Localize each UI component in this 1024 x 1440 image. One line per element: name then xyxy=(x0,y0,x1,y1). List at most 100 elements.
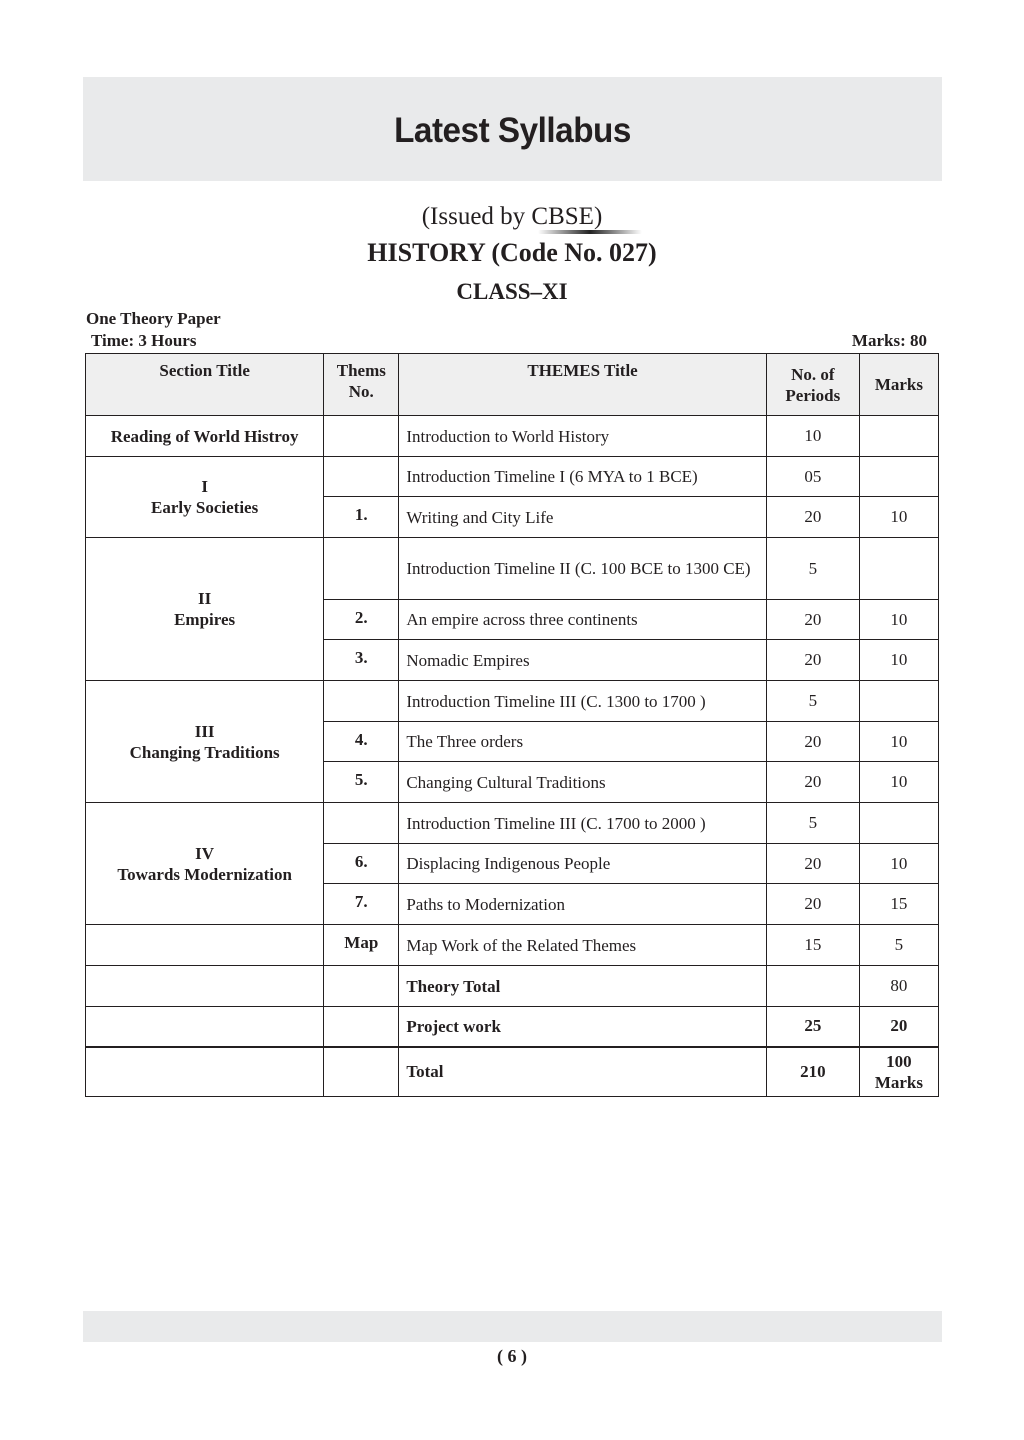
table-row: II Empires Introduction Timeline II (C. 1… xyxy=(84,537,940,681)
table-row: Total 210 100 Marks xyxy=(84,1045,940,1097)
theme-title: Displacing Indigenous People xyxy=(398,843,767,884)
marks: 15 xyxy=(858,883,940,925)
periods: 20 xyxy=(765,599,860,640)
periods: 15 xyxy=(765,924,860,966)
section-title xyxy=(84,1045,325,1097)
theme-title: An empire across three continents xyxy=(398,599,767,640)
header-section: Section Title xyxy=(84,353,325,416)
theme-number xyxy=(323,537,400,600)
periods: 20 xyxy=(765,639,860,681)
table-row: 3. Nomadic Empires 20 10 xyxy=(86,639,940,681)
page-number: ( 6 ) xyxy=(497,1346,527,1366)
section-title: IV Towards Modernization xyxy=(84,802,325,925)
theme-number: 1. xyxy=(323,496,400,538)
section-title xyxy=(84,965,325,1007)
periods: 5 xyxy=(765,802,860,844)
time-info: Time: 3 Hours xyxy=(91,331,197,350)
marks: 80 xyxy=(858,965,940,1007)
periods: 10 xyxy=(765,415,860,457)
theme-number: 5. xyxy=(323,761,400,803)
periods: 5 xyxy=(765,680,860,722)
theme-number xyxy=(323,1006,400,1047)
theme-number: 6. xyxy=(323,843,400,884)
class-title: CLASS–XI xyxy=(456,279,568,304)
marks: 10 xyxy=(858,496,940,538)
periods: 20 xyxy=(765,496,860,538)
theme-number xyxy=(323,965,400,1007)
title-underline xyxy=(538,230,642,234)
theme-title: The Three orders xyxy=(398,721,767,762)
marks xyxy=(858,456,940,497)
footer-bar xyxy=(83,1311,942,1342)
theme-title: Paths to Modernization xyxy=(398,883,767,925)
issuer: (Issued by CBSE) xyxy=(421,203,603,230)
table-header: Section Title Thems No. THEMES Title No.… xyxy=(84,353,940,416)
marks: 10 xyxy=(858,761,940,803)
periods: 20 xyxy=(765,761,860,803)
periods: 25 xyxy=(765,1006,860,1047)
marks: 20 xyxy=(858,1006,940,1047)
theme-title: Total xyxy=(398,1045,767,1097)
header-theme-no: Thems No. xyxy=(323,353,400,416)
theme-title: Writing and City Life xyxy=(398,496,767,538)
title-banner: Latest Syllabus xyxy=(83,77,942,234)
theme-number: 2. xyxy=(323,599,400,640)
theme-title: Nomadic Empires xyxy=(398,639,767,681)
page-title: Latest Syllabus xyxy=(394,111,631,150)
table-row: 4. The Three orders 20 10 xyxy=(86,721,940,762)
header-theme-title: THEMES Title xyxy=(398,353,767,416)
section-title: I Early Societies xyxy=(84,456,325,538)
marks-info: Marks: 80 xyxy=(851,331,927,350)
marks: 10 xyxy=(858,721,940,762)
table-row: Reading of World Histroy Introduction to … xyxy=(84,415,940,457)
theme-number xyxy=(323,1045,400,1097)
theme-number: Map xyxy=(323,924,400,966)
table-row: Map Map Work of the Related Themes 15 5 xyxy=(84,924,940,966)
theme-title: Map Work of the Related Themes xyxy=(398,924,767,966)
theme-number xyxy=(323,680,400,722)
header-marks: Marks xyxy=(858,353,940,416)
table-row: 7. Paths to Modernization 20 15 xyxy=(86,883,940,925)
theme-title: Introduction Timeline II (C. 100 BCE to … xyxy=(398,537,767,600)
subject-title: HISTORY (Code No. 027) xyxy=(367,238,657,267)
periods: 05 xyxy=(765,456,860,497)
section-title: II Empires xyxy=(84,537,325,681)
table-row: I Early Societies Introduction Timeline I… xyxy=(84,456,940,538)
theme-number xyxy=(323,802,400,844)
syllabus-table: Section Title Thems No. THEMES Title No.… xyxy=(84,353,940,1097)
theme-number: 4. xyxy=(323,721,400,762)
theme-number xyxy=(323,415,400,457)
marks xyxy=(858,802,940,844)
theme-title: Introduction to World History xyxy=(398,415,767,457)
header-periods: No. of Periods xyxy=(765,353,860,416)
theme-number: 3. xyxy=(323,639,400,681)
table-row: Theory Total 80 xyxy=(84,965,940,1007)
marks xyxy=(858,680,940,722)
marks: 100 Marks xyxy=(858,1045,940,1097)
marks xyxy=(858,537,940,600)
table-row: 6. Displacing Indigenous People 20 10 xyxy=(86,843,940,884)
theme-number: 7. xyxy=(323,883,400,925)
section-title: III Changing Traditions xyxy=(84,680,325,803)
periods: 20 xyxy=(765,721,860,762)
marks: 10 xyxy=(858,639,940,681)
theme-number xyxy=(323,456,400,497)
marks: 10 xyxy=(858,843,940,884)
marks: 10 xyxy=(858,599,940,640)
table-row: 2. An empire across three continents 20 10 xyxy=(86,599,940,640)
table-row: Project work 25 20 xyxy=(84,1006,940,1047)
periods: 20 xyxy=(765,843,860,884)
table-row: 1. Writing and City Life 20 10 xyxy=(86,496,940,538)
marks xyxy=(858,415,940,457)
marks: 5 xyxy=(858,924,940,966)
theme-title: Introduction Timeline III (C. 1700 to 20… xyxy=(398,802,767,844)
theme-title: Theory Total xyxy=(398,965,767,1007)
theme-title: Project work xyxy=(398,1006,767,1047)
section-title: Reading of World Histroy xyxy=(84,415,325,457)
table-row: IV Towards Modernization Introduction Tim… xyxy=(84,802,940,925)
periods: 20 xyxy=(765,883,860,925)
periods xyxy=(765,965,860,1007)
paper-info: One Theory Paper xyxy=(86,309,221,328)
theme-title: Introduction Timeline I (6 MYA to 1 BCE) xyxy=(398,456,767,497)
periods: 210 xyxy=(765,1045,860,1097)
